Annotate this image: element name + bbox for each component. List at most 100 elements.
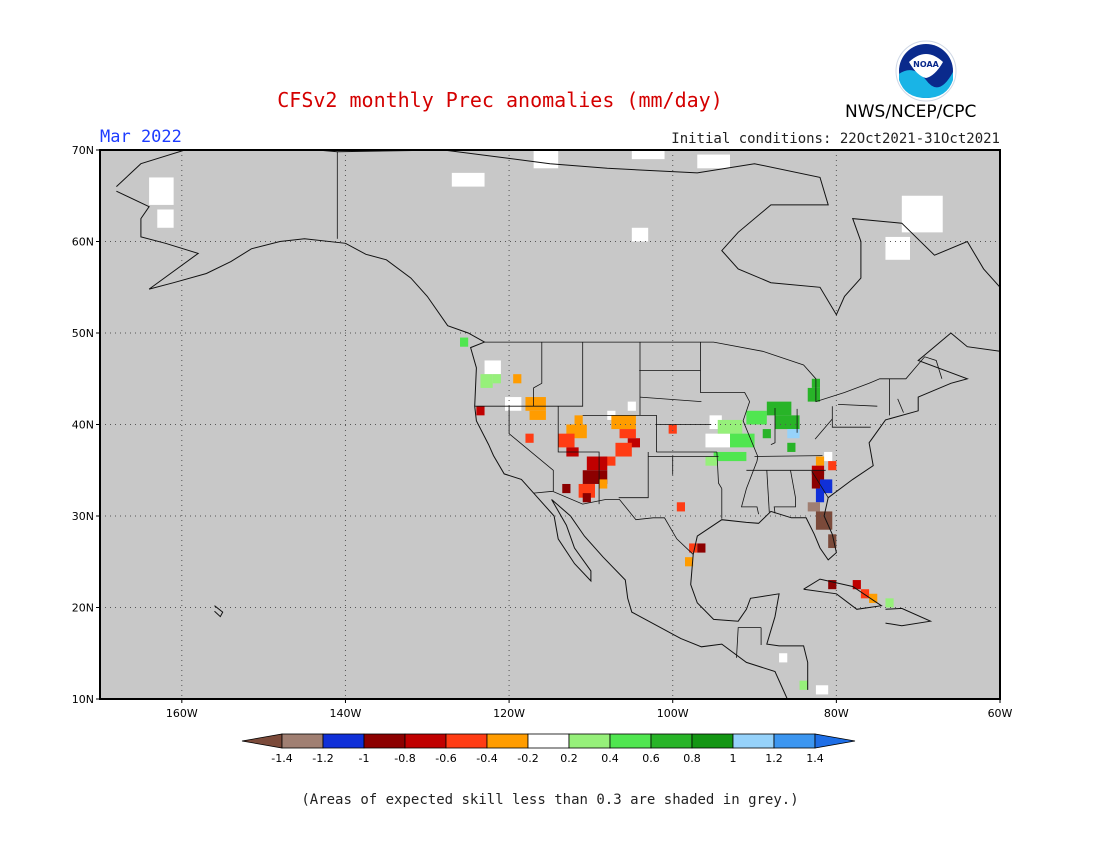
anomaly-cell [480, 374, 493, 388]
anomaly-cell [852, 580, 861, 590]
anomaly-cell [705, 433, 730, 448]
grid-lines [100, 150, 1000, 699]
anomaly-cell [885, 236, 910, 260]
colorbar-label: -1 [359, 752, 370, 765]
anomaly-cell [513, 374, 522, 384]
anomaly-cell [746, 410, 767, 425]
anomaly-cell [705, 456, 718, 466]
border-line [639, 396, 702, 402]
border-line [811, 470, 829, 498]
anomaly-cell [815, 685, 829, 695]
border-line [533, 342, 543, 407]
anomaly-cell [807, 502, 820, 512]
lon-tick-label: 140W [330, 707, 362, 720]
logo-text: NOAA [913, 60, 939, 69]
lat-tick-label: 60N [72, 236, 94, 249]
border-line [484, 341, 943, 403]
forecast-period: Mar 2022 [100, 127, 182, 147]
colorbar-swatch [773, 733, 816, 749]
anomaly-cell [685, 557, 694, 567]
colorbar-swatch [322, 733, 365, 749]
anomaly-cell [766, 401, 792, 416]
latitude-ticks: 70N 60N 50N 40N 30N 20N 10N [72, 144, 100, 706]
anomaly-cell [611, 415, 636, 430]
lat-tick-label: 20N [72, 602, 94, 615]
anomaly-cell [824, 451, 833, 462]
anomaly-cell [828, 580, 837, 590]
border-line [557, 406, 600, 505]
anomaly-cell [529, 410, 546, 420]
colorbar-label: 0.8 [683, 752, 701, 765]
anomaly-cell [860, 589, 870, 599]
anomaly-cell [492, 374, 501, 384]
anomaly-cell [689, 543, 698, 553]
colorbar-swatch [650, 733, 693, 749]
anomaly-cells [149, 150, 943, 695]
border-line [716, 451, 723, 489]
colorbar-label: 1.4 [806, 752, 824, 765]
anomaly-cell [505, 397, 522, 411]
anomaly-cell [668, 424, 677, 434]
colorbar-low-arrow [241, 733, 283, 749]
anomaly-cell [586, 456, 608, 471]
colorbar-label: -0.4 [476, 752, 497, 765]
anomaly-cell [828, 534, 837, 549]
colorbar-swatch [732, 733, 775, 749]
border-line [770, 408, 776, 445]
anomaly-cell [615, 442, 632, 457]
lat-tick-label: 40N [72, 419, 94, 432]
anomaly-cell [885, 598, 894, 608]
border-line [582, 415, 657, 452]
initial-conditions: Initial conditions: 22Oct2021-31Oct2021 [671, 131, 1000, 147]
anomaly-cell [451, 172, 485, 187]
coastline [803, 578, 883, 610]
anomaly-cell [149, 177, 174, 205]
border-line [773, 470, 796, 514]
anomaly-cell [730, 433, 755, 448]
colorbar: -1.4 -1.2 -1 -0.8 -0.6 -0.4 -0.2 0.2 0.4 0.6 0.8 1 1… [241, 733, 856, 765]
anomaly-cell [815, 456, 825, 466]
anomaly-cell [619, 429, 636, 439]
anomaly-cell [676, 502, 685, 512]
lat-tick-label: 50N [72, 327, 94, 340]
lat-tick-label: 10N [72, 693, 94, 706]
anomaly-cell [582, 493, 591, 503]
colorbar-swatch [404, 733, 447, 749]
lon-tick-label: 120W [493, 707, 525, 720]
colorbar-swatch [691, 733, 734, 749]
anomaly-cell [713, 451, 747, 462]
political-borders [336, 151, 943, 658]
coastline [116, 190, 788, 699]
colorbar-label: 1 [730, 752, 737, 765]
colorbar-label: -1.4 [271, 752, 292, 765]
anomaly-cell [484, 360, 501, 375]
colorbar-swatch [445, 733, 488, 749]
border-line [766, 470, 770, 513]
anomaly-cell [631, 150, 665, 160]
colorbar-label: 0.4 [601, 752, 619, 765]
anomaly-cell [533, 150, 559, 169]
border-line [837, 404, 878, 407]
anomaly-cell [574, 415, 583, 430]
anomaly-cell [525, 433, 534, 443]
longitude-ticks: 160W 140W 120W 100W 80W 60W [166, 699, 1013, 720]
anomaly-cell [799, 680, 808, 690]
lon-tick-label: 100W [657, 707, 689, 720]
anomaly-cell [627, 438, 640, 448]
border-line [736, 627, 762, 658]
noaa-logo: NOAA [895, 40, 957, 102]
anomaly-cell [157, 209, 174, 228]
colorbar-label: -1.2 [312, 752, 333, 765]
lon-tick-label: 160W [166, 707, 198, 720]
skill-footnote: (Areas of expected skill less than 0.3 a… [301, 792, 799, 808]
colorbar-swatch [281, 733, 324, 749]
colorbar-swatch [486, 733, 529, 749]
anomaly-cell [627, 401, 636, 411]
coastline [690, 332, 1000, 690]
anomaly-cell [787, 442, 796, 452]
coastlines [116, 150, 1000, 699]
agency-label: NWS/NCEP/CPC [845, 102, 977, 122]
colorbar-label: 0.6 [642, 752, 660, 765]
anomaly-cell [562, 483, 571, 494]
colorbar-swatch [527, 733, 570, 749]
